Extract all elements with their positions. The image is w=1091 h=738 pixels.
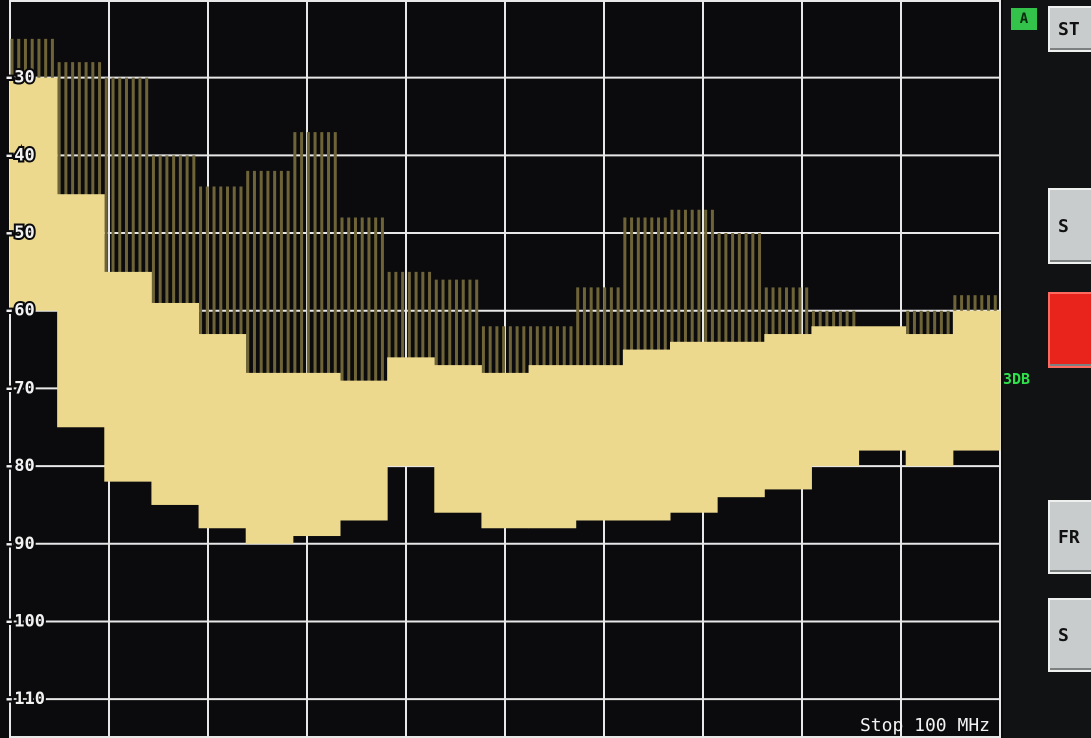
max-hold-column (340, 217, 384, 391)
max-hold-column (246, 170, 290, 383)
live-trace-column (387, 357, 435, 467)
live-trace-column (905, 334, 954, 467)
max-hold-column (104, 77, 149, 282)
y-tick-label: -30 (4, 68, 35, 88)
max-hold-column (576, 287, 620, 376)
y-tick-label: -70 (4, 378, 35, 398)
button[interactable]: S (1048, 598, 1091, 672)
button[interactable]: S (1048, 188, 1091, 264)
live-trace-column (858, 326, 907, 451)
live-trace-column (245, 372, 294, 544)
live-trace-column (340, 380, 388, 521)
button[interactable]: ST (1048, 6, 1091, 52)
live-trace-column (198, 334, 247, 529)
button[interactable]: FR (1048, 500, 1091, 574)
y-tick-label: -80 (4, 456, 35, 476)
y-tick-label: -60 (4, 301, 35, 321)
y-tick-label: -100 (4, 611, 45, 631)
traces (10, 38, 1001, 544)
live-trace-column (717, 341, 765, 498)
trace-badge: A (1011, 8, 1037, 30)
y-tick-label: -40 (4, 145, 35, 165)
live-trace-column (528, 365, 577, 529)
live-trace-column (952, 310, 1001, 451)
stop-frequency: Stop 100 MHz (860, 715, 990, 736)
max-hold-column (387, 271, 432, 368)
live-trace-column (151, 302, 200, 505)
live-trace-column (434, 365, 482, 513)
max-hold-column (293, 132, 337, 383)
spectrum-plot: -30 -40 -50 -60 -70 -80 -90 -100 -110 Stop 100 MH… (4, 0, 1001, 738)
live-trace-column (10, 77, 58, 311)
scale-marker: 3DB (1003, 370, 1031, 388)
live-trace-column (481, 372, 530, 529)
max-hold-column (670, 209, 714, 352)
max-hold-column (434, 279, 479, 376)
y-tick-label: -110 (4, 689, 45, 709)
max-hold-column (717, 233, 762, 352)
live-trace-column (670, 341, 718, 513)
max-hold-column (199, 186, 243, 345)
max-hold-column (623, 217, 667, 360)
max-hold-column (57, 62, 102, 205)
side-panel: A 3DB ST S FR S (1003, 0, 1091, 738)
y-tick-label: -50 (4, 223, 35, 243)
button-red[interactable] (1048, 292, 1091, 368)
live-trace-column (622, 349, 671, 521)
live-trace-column (57, 194, 105, 428)
y-tick-label: -90 (4, 534, 35, 554)
live-trace-column (764, 334, 812, 490)
live-trace-column (292, 372, 341, 537)
live-trace-column (575, 365, 624, 521)
live-trace-column (811, 326, 860, 467)
live-trace-column (104, 271, 152, 482)
max-hold-column (151, 155, 196, 313)
